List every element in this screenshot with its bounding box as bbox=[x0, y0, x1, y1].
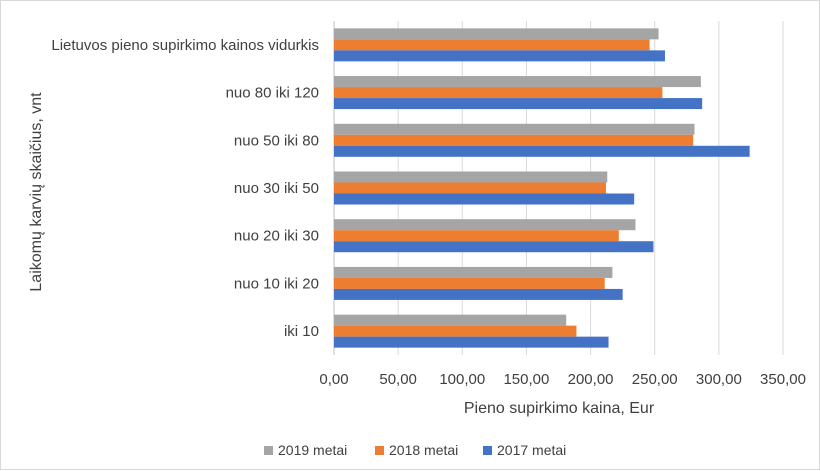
legend-swatch bbox=[375, 446, 384, 455]
category-label: nuo 50 iki 80 bbox=[234, 132, 319, 149]
legend-label: 2017 metai bbox=[497, 442, 566, 458]
x-tick-label: 200,00 bbox=[568, 371, 614, 388]
bar bbox=[334, 134, 694, 146]
bar bbox=[334, 50, 665, 62]
bar bbox=[334, 336, 609, 348]
bar bbox=[334, 182, 606, 194]
bar bbox=[334, 314, 567, 326]
category-labels: Lietuvos pieno supirkimo kainos vidurkis… bbox=[51, 37, 319, 340]
category-label: Lietuvos pieno supirkimo kainos vidurkis bbox=[51, 37, 319, 54]
x-tick-label: 250,00 bbox=[632, 371, 678, 388]
x-tick-labels: 0,00 50,00 100,00 150,00 200,00 250,00 300,00 3… bbox=[319, 371, 806, 388]
bar bbox=[334, 171, 608, 183]
bar bbox=[334, 145, 750, 157]
x-tick-label: 0,00 bbox=[319, 371, 348, 388]
bar bbox=[334, 277, 605, 289]
bar bbox=[334, 241, 654, 253]
category-label: iki 10 bbox=[284, 323, 319, 340]
category-label: nuo 80 iki 120 bbox=[226, 85, 319, 102]
bar bbox=[334, 28, 659, 40]
x-tick-label: 300,00 bbox=[696, 371, 742, 388]
bar bbox=[334, 76, 701, 88]
bar bbox=[334, 325, 577, 337]
bars bbox=[334, 28, 750, 348]
bar bbox=[334, 219, 636, 231]
x-axis-title: Pieno supirkimo kaina, Eur bbox=[464, 400, 655, 417]
category-label: nuo 20 iki 30 bbox=[234, 228, 319, 245]
bar bbox=[334, 87, 663, 99]
legend-label: 2019 metai bbox=[278, 442, 347, 458]
bar bbox=[334, 193, 635, 205]
bar bbox=[334, 230, 619, 242]
x-tick-label: 50,00 bbox=[379, 371, 417, 388]
legend: 2019 metai 2018 metai 2017 metai bbox=[264, 442, 566, 458]
y-axis-title: Laikomų karvių skaičius, vnt bbox=[28, 92, 45, 292]
legend-swatch bbox=[264, 446, 273, 455]
bar bbox=[334, 123, 695, 135]
bar bbox=[334, 266, 613, 278]
x-tick-label: 150,00 bbox=[503, 371, 549, 388]
x-tick-label: 100,00 bbox=[439, 371, 485, 388]
x-tick-label: 350,00 bbox=[760, 371, 806, 388]
bar bbox=[334, 98, 703, 110]
category-label: nuo 10 iki 20 bbox=[234, 275, 319, 292]
bar bbox=[334, 39, 650, 51]
bar bbox=[334, 288, 623, 300]
legend-swatch bbox=[483, 446, 492, 455]
category-label: nuo 30 iki 50 bbox=[234, 180, 319, 197]
legend-label: 2018 metai bbox=[389, 442, 458, 458]
